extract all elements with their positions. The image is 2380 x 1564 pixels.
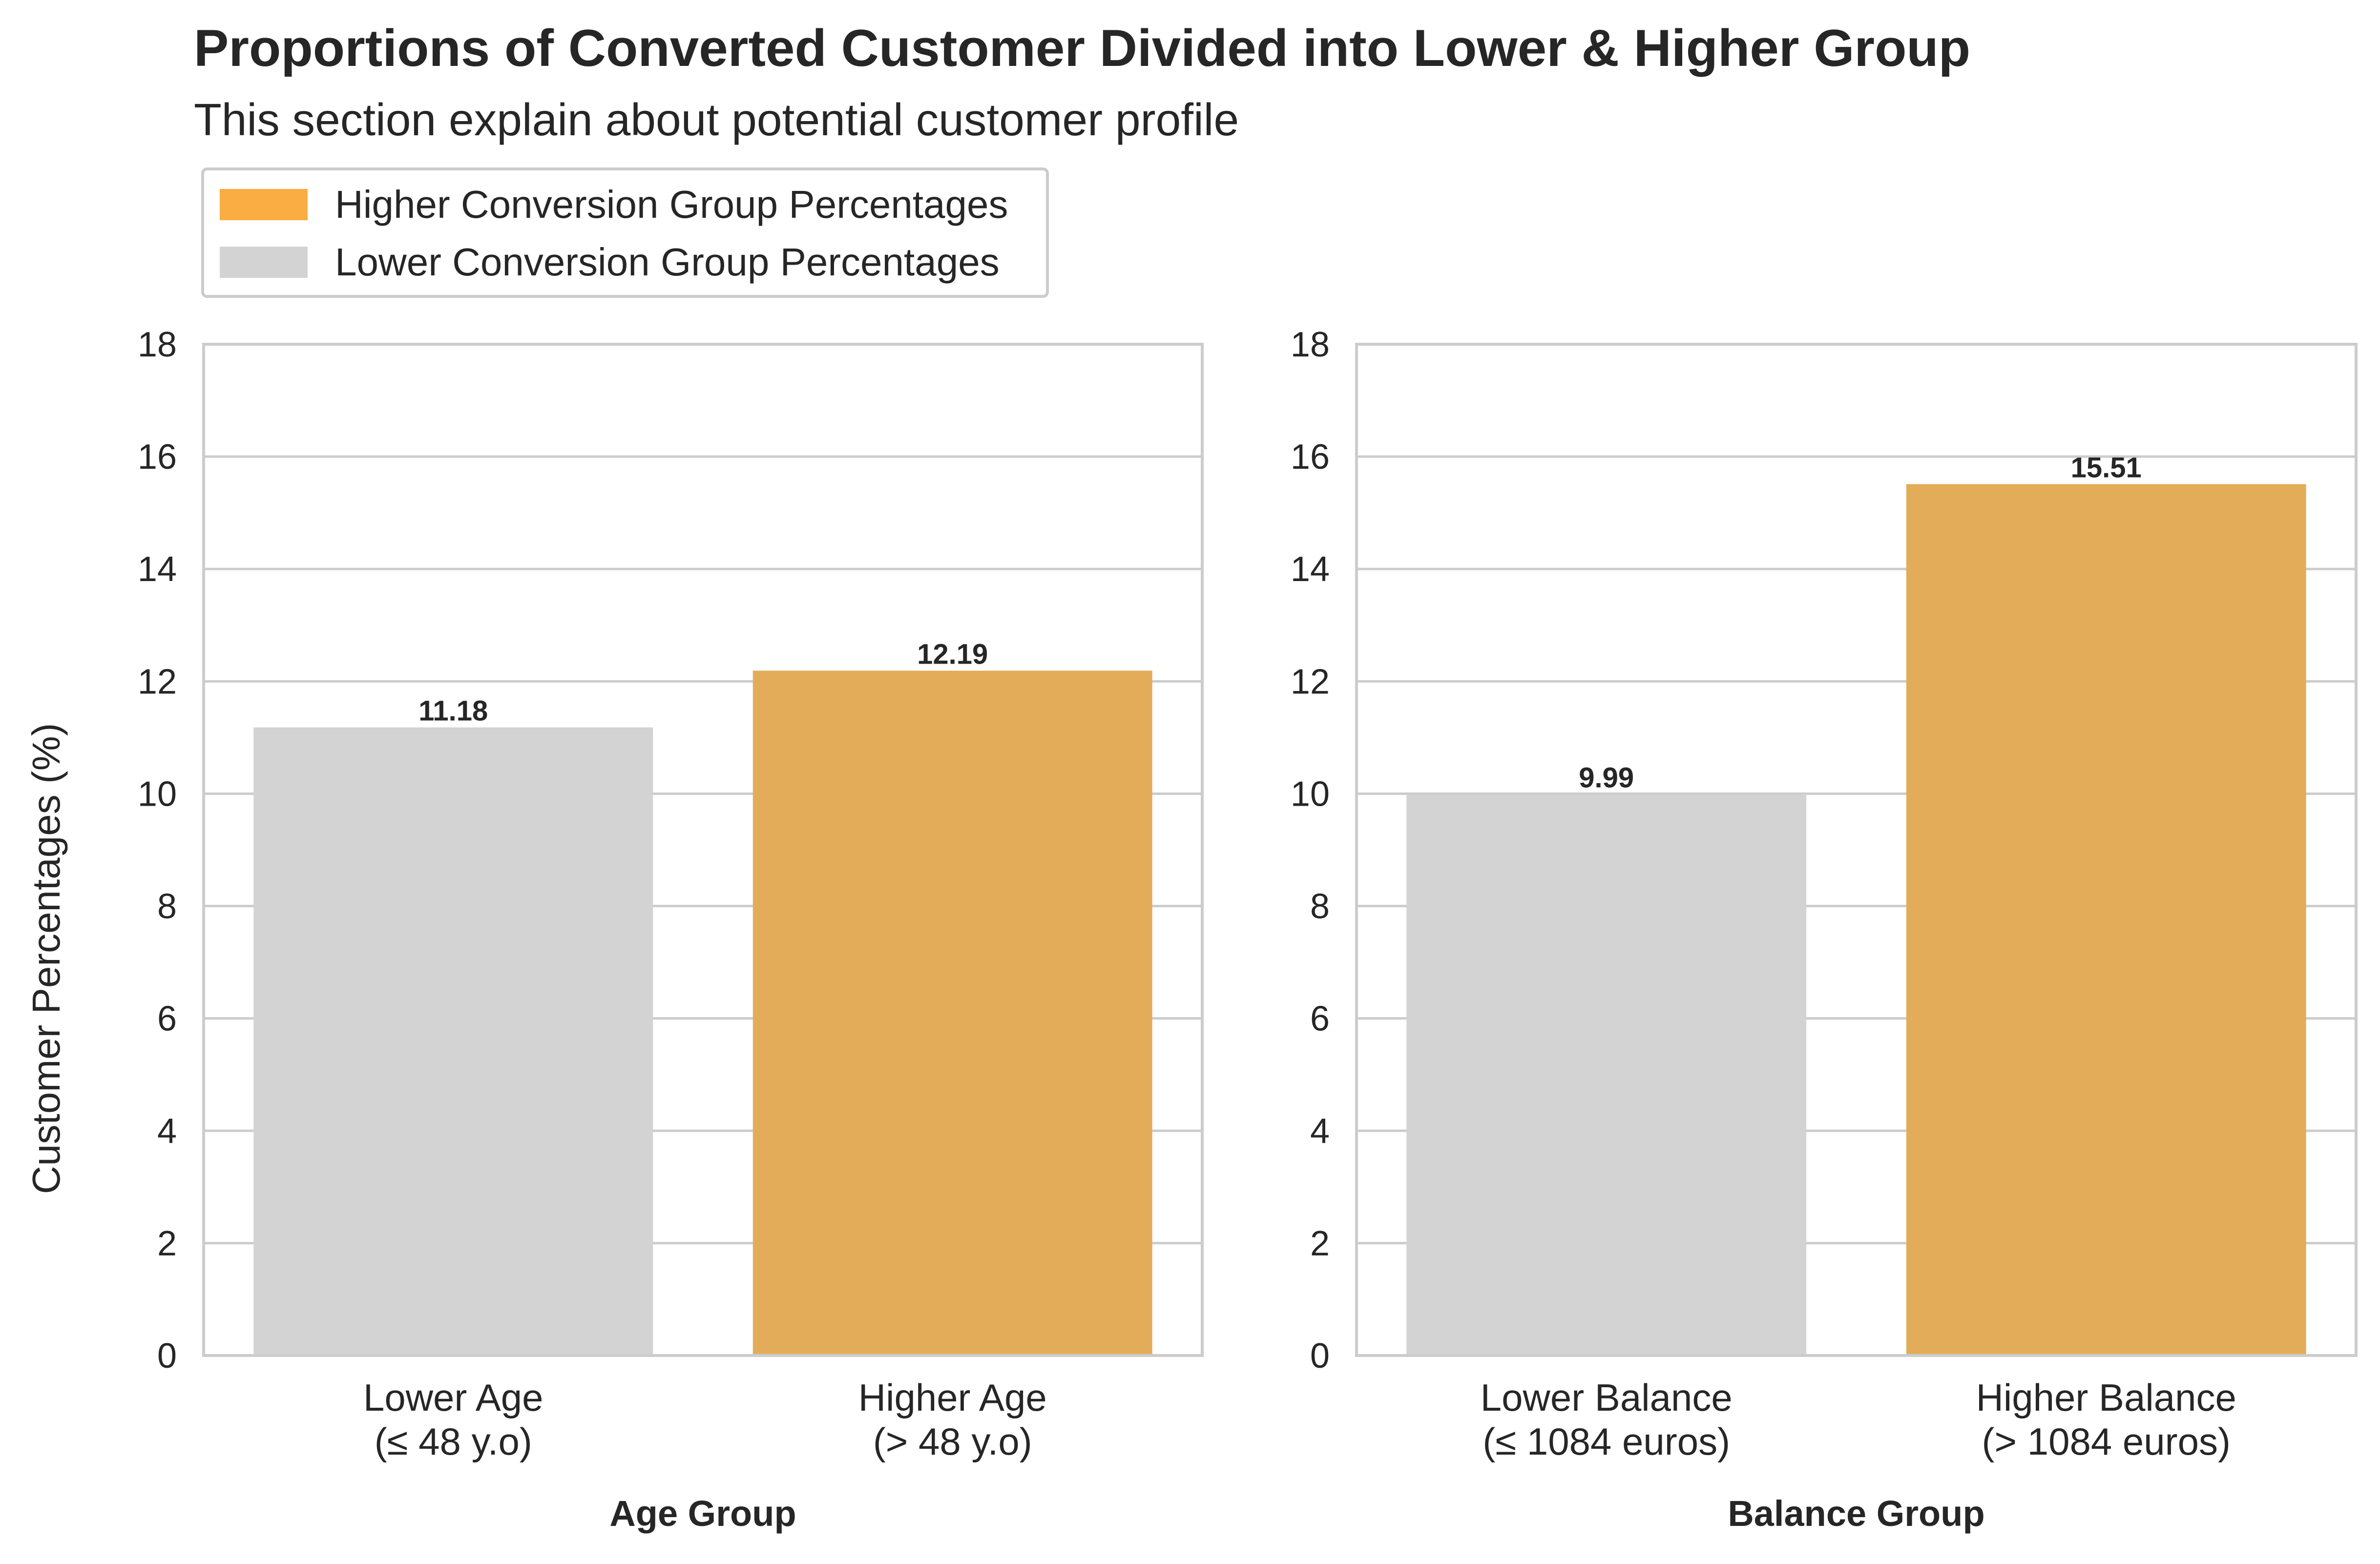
panel1-x-tick-label-2: (> 48 y.o): [873, 1420, 1032, 1463]
panel2-y-tick-label: 18: [1291, 325, 1330, 364]
panel2-bar-1: [1406, 794, 1807, 1355]
panel1-y-tick-label: 6: [157, 1000, 177, 1039]
panel2-y-tick-label: 4: [1310, 1112, 1330, 1151]
panel1-y-tick-label: 10: [138, 774, 177, 813]
panel1-y-tick-label: 16: [138, 438, 177, 477]
panel2-y-tick-label: 10: [1291, 774, 1330, 813]
panel1-y-tick-label: 12: [138, 662, 177, 701]
panel1-y-tick-label: 14: [138, 550, 177, 589]
panel2-y-tick-label: 16: [1291, 438, 1330, 477]
panel1-x-axis-label: Age Group: [609, 1493, 796, 1534]
panel2-data-label-1: 9.99: [1579, 762, 1634, 794]
panel1-data-label-1: 11.18: [418, 695, 488, 727]
panel2-y-tick-label: 14: [1291, 550, 1330, 589]
legend-item-lower: Lower Conversion Group Percentages: [220, 240, 1000, 284]
chart-subtitle: This section explain about potential cus…: [194, 94, 1239, 145]
panel1-y-tick-label: 0: [157, 1336, 177, 1376]
panel2-y-tick-label: 6: [1310, 1000, 1330, 1039]
panel1-frame: [202, 343, 1204, 1357]
panel1-y-tick-label: 4: [157, 1112, 177, 1151]
panel2-y-tick-label: 2: [1310, 1224, 1330, 1263]
panel2-y-tick-label: 8: [1310, 887, 1330, 926]
chart-title: Proportions of Converted Customer Divide…: [194, 19, 1971, 77]
panel2-x-tick-label-2: (> 1084 euros): [1982, 1420, 2231, 1463]
panel2-data-label-2: 15.51: [2071, 452, 2142, 483]
panel2-y-tick-label: 0: [1310, 1336, 1330, 1376]
panel1-x-tick-label-2: Higher Age: [858, 1376, 1047, 1419]
legend-swatch-higher: [220, 189, 308, 220]
panel2-x-axis-label: Balance Group: [1728, 1493, 1984, 1534]
panel2-y-tick-label: 12: [1291, 662, 1330, 701]
legend-label-lower: Lower Conversion Group Percentages: [335, 240, 1000, 284]
panel1-bar-1: [253, 727, 653, 1355]
legend-item-higher: Higher Conversion Group Percentages: [220, 183, 1008, 226]
legend-swatch-lower: [220, 247, 308, 278]
panel2-x-tick-label-1: (≤ 1084 euros): [1482, 1420, 1730, 1463]
panel2-x-tick-label-2: Higher Balance: [1976, 1376, 2236, 1419]
legend: Higher Conversion Group Percentages Lowe…: [201, 167, 1049, 298]
panel1-x-tick-label-1: Lower Age: [363, 1376, 543, 1419]
panel1-x-tick-label-1: (≤ 48 y.o): [375, 1420, 532, 1463]
panel1-bar-2: [752, 670, 1152, 1355]
panel2-frame: [1355, 343, 2358, 1357]
panel2-bar-2: [1906, 484, 2306, 1356]
panel1-y-tick-label: 8: [157, 887, 177, 926]
panel1-data-label-2: 12.19: [917, 638, 988, 670]
panel1-y-tick-label: 2: [157, 1224, 177, 1263]
panel2-x-tick-label-1: Lower Balance: [1481, 1376, 1733, 1419]
panel1-y-tick-label: 18: [138, 325, 177, 364]
legend-label-higher: Higher Conversion Group Percentages: [335, 183, 1008, 226]
